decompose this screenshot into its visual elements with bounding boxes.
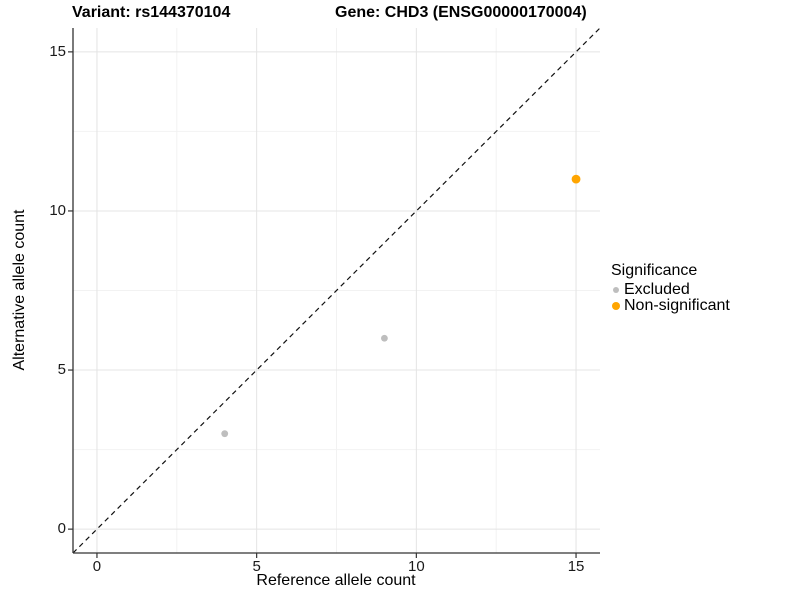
y-tick-label: 15 — [49, 42, 66, 60]
legend-key-non-significant-dot — [611, 302, 620, 310]
x-tick-label: 0 — [92, 558, 102, 575]
legend-key-excluded-dot — [612, 287, 619, 293]
y-axis-title: Alternative allele count — [11, 209, 28, 371]
legend-title: Significance — [611, 262, 698, 279]
y-tick-label: 5 — [57, 361, 66, 379]
x-tick-label: 15 — [567, 558, 585, 575]
plot-title-variant: Variant: rs144370104 — [72, 4, 231, 21]
legend-item-label: Non-significant — [624, 297, 730, 314]
legend-item-label: Excluded — [624, 281, 690, 298]
legend: Significance Excluded Non-significant — [611, 262, 730, 314]
x-tick-label: 10 — [408, 558, 425, 575]
y-tick-label: 0 — [57, 520, 66, 538]
data-point-excluded — [381, 334, 388, 342]
y-tick-label: 10 — [49, 201, 66, 219]
x-tick-label: 5 — [252, 558, 261, 575]
legend-item-excluded: Excluded — [611, 281, 730, 298]
identity-dashed-line — [72, 27, 601, 554]
x-axis-title: Reference allele count — [256, 572, 416, 589]
legend-item-non-significant: Non-significant — [611, 297, 730, 314]
data-point-excluded — [221, 430, 229, 438]
plot-title-gene: Gene: CHD3 (ENSG00000170004) — [335, 4, 587, 21]
data-point-non-significant — [571, 174, 581, 184]
